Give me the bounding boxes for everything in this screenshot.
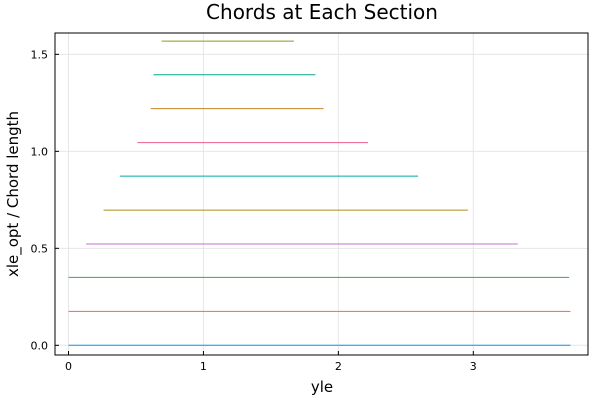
x-tick-label: 3 (470, 360, 477, 373)
y-axis-label: xle_opt / Chord length (4, 111, 23, 277)
x-axis-label: yle (311, 378, 333, 396)
series-lines (68, 40, 571, 346)
plot-frame (54, 32, 589, 356)
axis-ticks: 0 1 2 3 0.0 0.5 1.0 1.5 (31, 48, 477, 373)
y-tick-label: 1.5 (31, 48, 49, 61)
y-tick-label: 0.0 (31, 339, 49, 352)
y-tick-label: 1.0 (31, 145, 49, 158)
x-tick-label: 0 (65, 360, 72, 373)
x-tick-label: 1 (200, 360, 207, 373)
y-tick-label: 0.5 (31, 242, 49, 255)
x-tick-label: 2 (335, 360, 342, 373)
chart-title: Chords at Each Section (206, 0, 438, 24)
grid-lines (55, 33, 588, 355)
